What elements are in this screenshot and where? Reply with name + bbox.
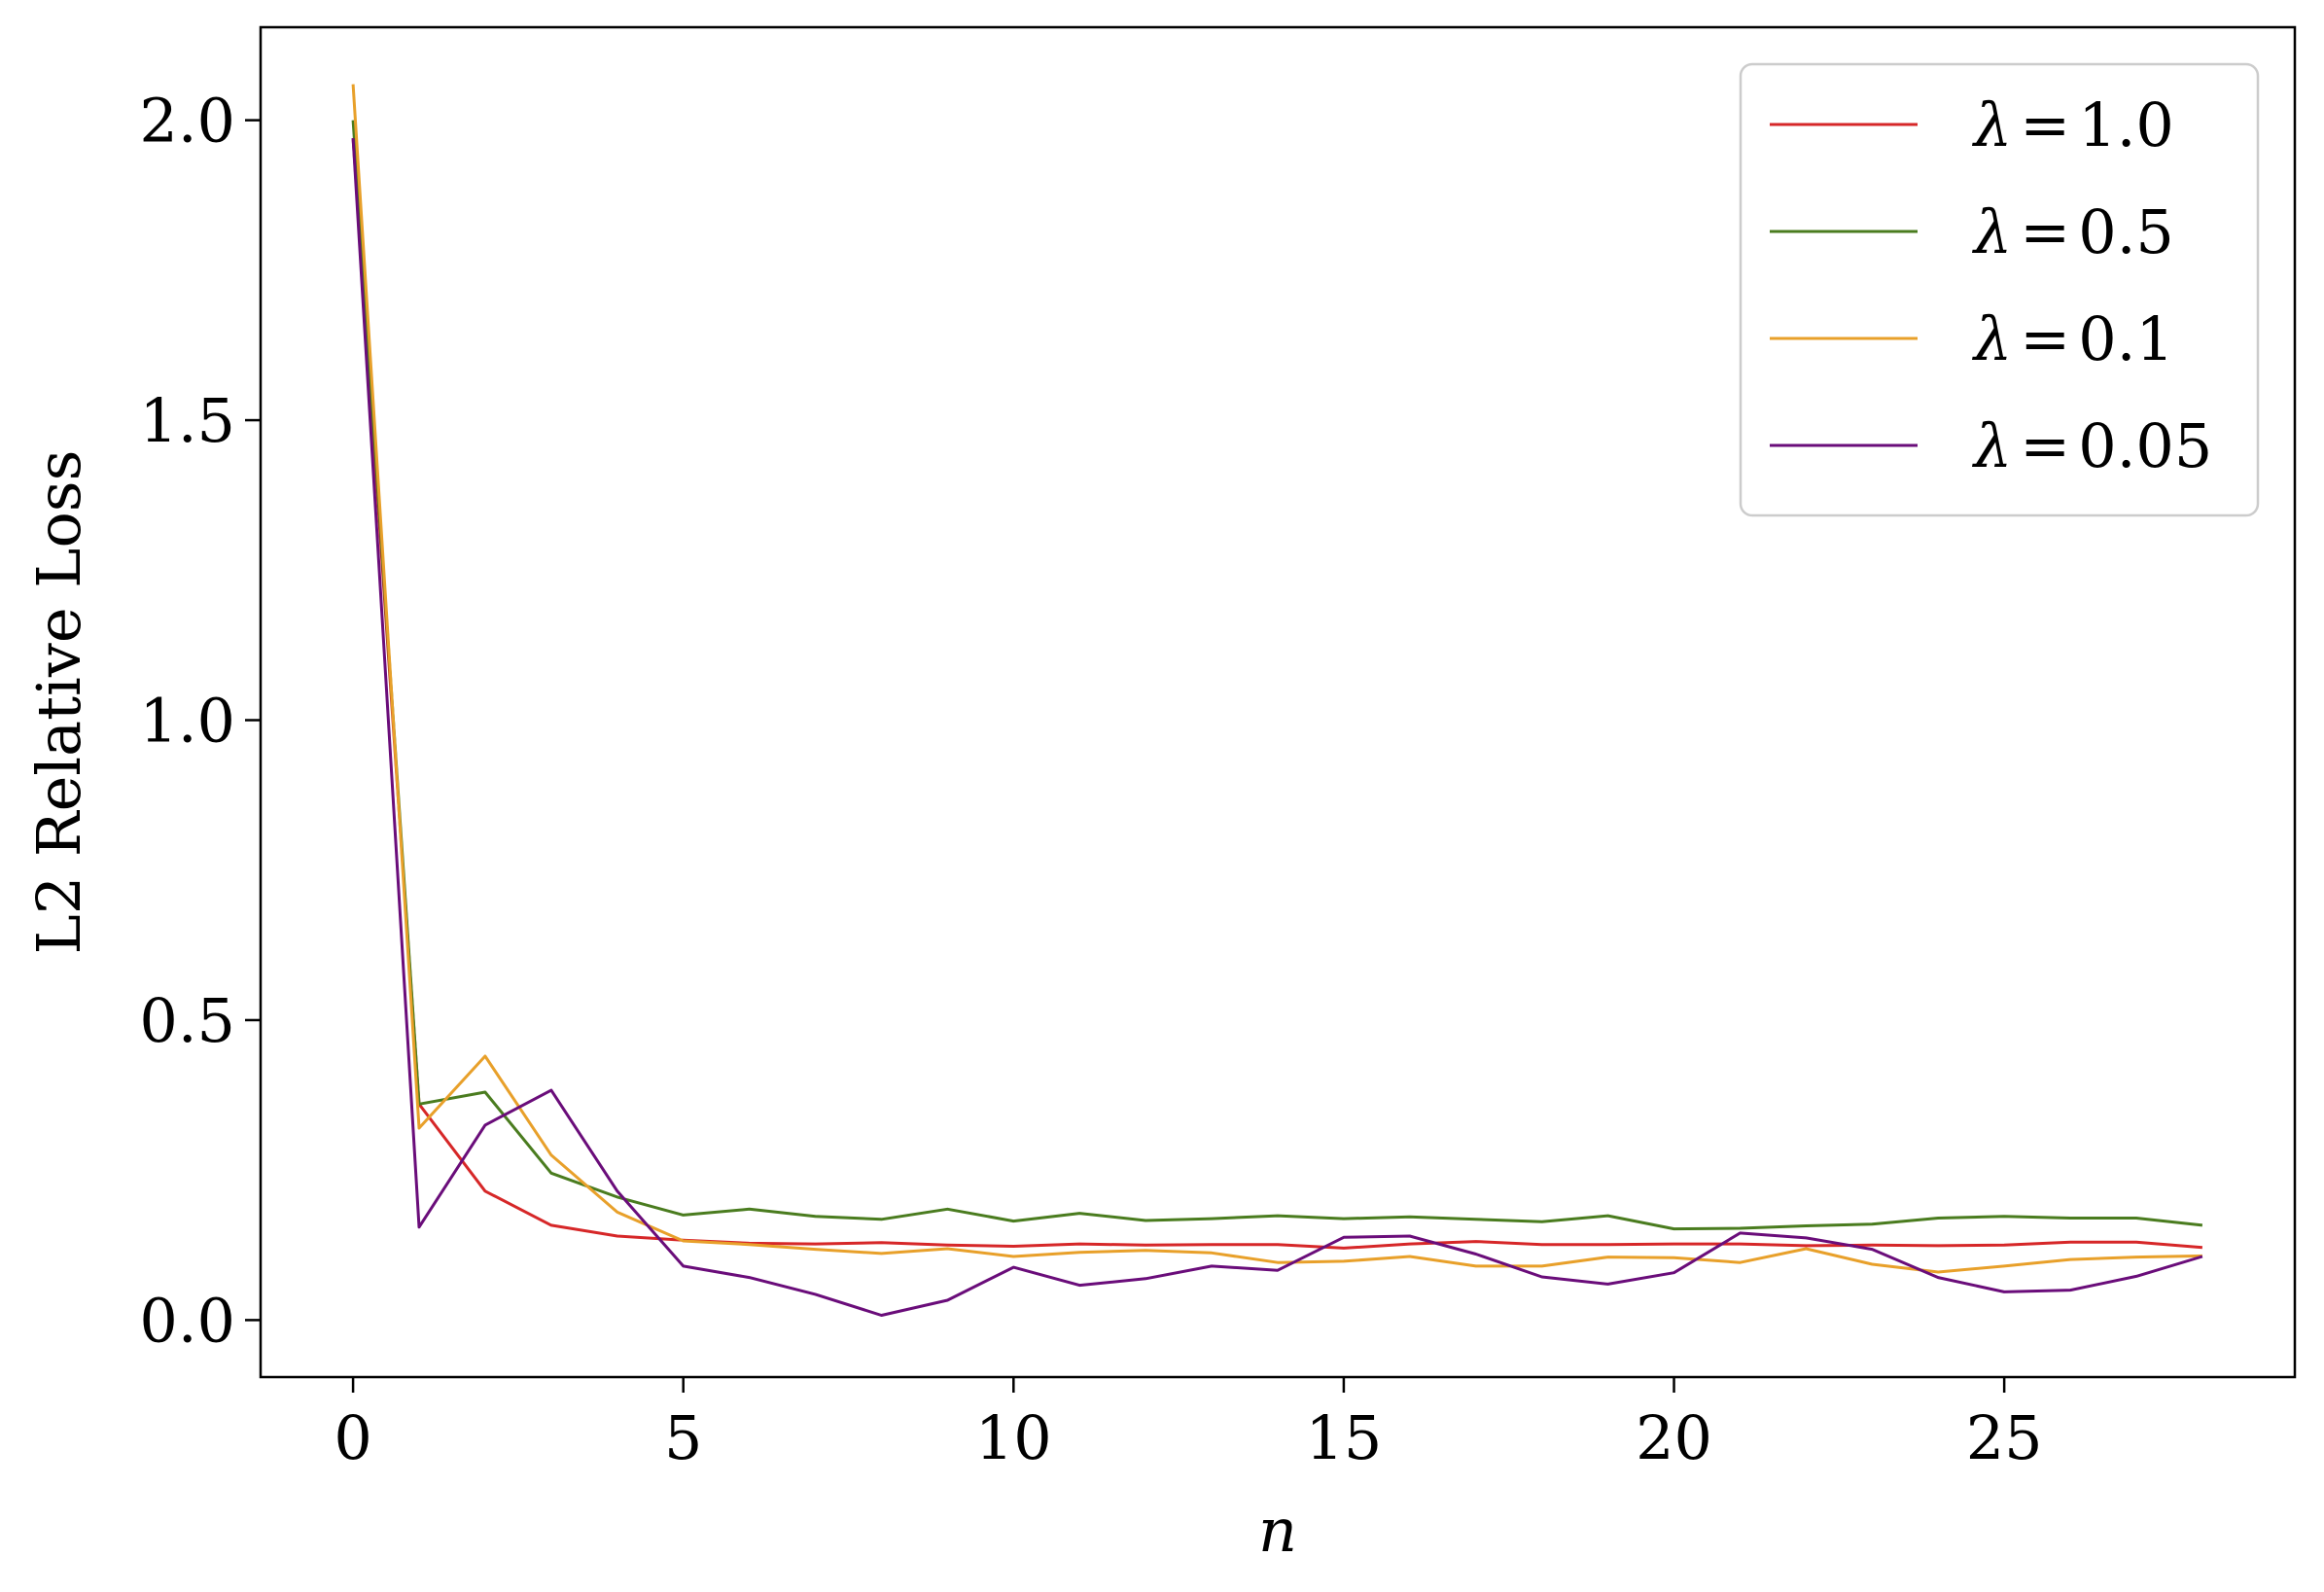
legend-label: λ = 0.5	[1971, 196, 2174, 267]
y-tick-label: 1.5	[139, 385, 235, 456]
series-line-0	[351, 137, 2203, 1250]
plot-frame	[259, 25, 2297, 1379]
series-line-2	[351, 84, 2202, 1274]
x-tick-label: 25	[1966, 1402, 2043, 1473]
y-tick-label: 0.0	[139, 1285, 235, 1356]
legend-label: λ = 0.1	[1971, 303, 2174, 374]
x-tick-label: 15	[1305, 1402, 1382, 1473]
x-tick-label: 0	[334, 1402, 371, 1473]
y-tick-label: 0.5	[139, 985, 235, 1056]
x-tick-label: 5	[664, 1402, 702, 1473]
series-lines	[351, 84, 2203, 1317]
legend-box	[1739, 62, 2260, 517]
legend: λ = 1.0 λ = 0.5 λ = 0.1 λ = 0.05	[1739, 62, 2260, 517]
axis-ticks: 0 5 10 15 20 25 0.0 0.5 1.0 1.5 2.0	[139, 86, 2042, 1473]
x-axis-label: n	[1258, 1495, 1297, 1566]
legend-label: λ = 1.0	[1971, 89, 2174, 160]
x-tick-label: 10	[975, 1402, 1052, 1473]
legend-label: λ = 0.05	[1971, 410, 2212, 481]
series-line-3	[351, 138, 2203, 1317]
y-tick-label: 1.0	[139, 686, 235, 757]
y-axis-label: L2 Relative Loss	[23, 450, 94, 955]
y-tick-label: 2.0	[139, 86, 235, 157]
x-tick-label: 20	[1636, 1402, 1712, 1473]
series-line-1	[351, 120, 2203, 1231]
